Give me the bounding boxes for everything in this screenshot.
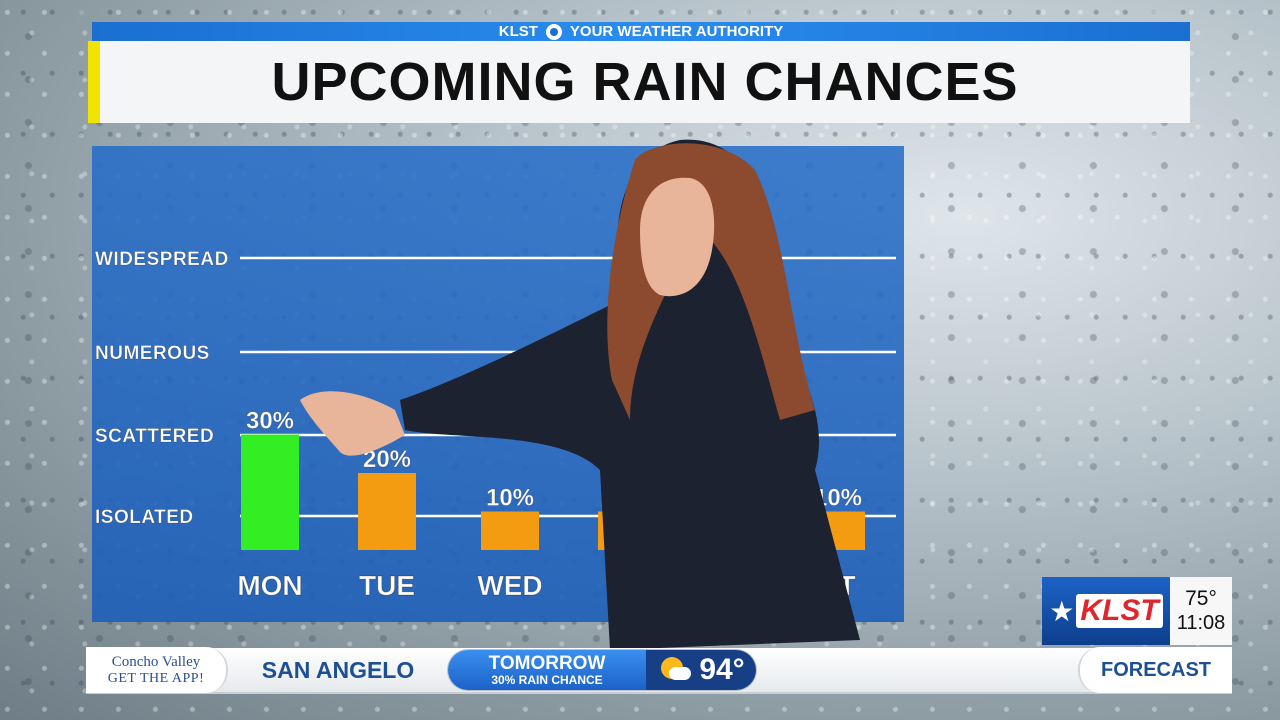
tomorrow-forecast: TOMORROW 30% RAIN CHANCE 94° bbox=[448, 650, 756, 690]
app-cta: GET THE APP! bbox=[107, 670, 205, 686]
station-banner: KLST YOUR WEATHER AUTHORITY bbox=[92, 22, 1190, 41]
bar-mon bbox=[241, 434, 299, 550]
y-label-scattered: SCATTERED bbox=[95, 426, 214, 447]
day-label-thu: TH bbox=[608, 570, 645, 601]
app-brand: Concho Valley bbox=[111, 654, 201, 671]
value-label-sat: 10% bbox=[814, 485, 862, 512]
station-logo-text: KLST bbox=[1076, 594, 1163, 628]
temp-time-bug: 75° 11:08 bbox=[1170, 577, 1232, 645]
tomorrow-text: TOMORROW 30% RAIN CHANCE bbox=[448, 650, 646, 690]
partly-sunny-icon bbox=[657, 655, 693, 685]
tomorrow-rain-chance: 30% RAIN CHANCE bbox=[491, 672, 603, 687]
title-bar: UPCOMING RAIN CHANCES bbox=[88, 41, 1190, 123]
bar-tue bbox=[358, 473, 416, 550]
tomorrow-temp-box: 94° bbox=[646, 650, 756, 690]
current-time: 11:08 bbox=[1176, 611, 1226, 634]
y-label-numerous: NUMEROUS bbox=[95, 343, 210, 364]
day-label-tue: TUE bbox=[359, 570, 415, 601]
bar-sat bbox=[811, 511, 865, 550]
bar-wed bbox=[481, 511, 539, 550]
app-promo[interactable]: Concho Valley GET THE APP! bbox=[86, 647, 228, 693]
day-label-mon: MON bbox=[237, 570, 302, 601]
value-label-tue: 20% bbox=[363, 446, 411, 473]
tomorrow-label: TOMORROW bbox=[488, 652, 606, 674]
value-label-mon: 30% bbox=[246, 408, 294, 435]
cbs-eye-icon bbox=[545, 23, 562, 40]
day-label-sat: AT bbox=[820, 570, 855, 601]
station-name: KLST bbox=[498, 23, 538, 40]
value-label-thu: 10% bbox=[603, 485, 651, 512]
star-icon: ★ bbox=[1049, 594, 1075, 628]
value-label-wed: 10% bbox=[486, 485, 534, 512]
current-temp: 75° bbox=[1185, 587, 1217, 611]
y-label-widespread: WIDESPREAD bbox=[95, 249, 229, 270]
station-slogan: YOUR WEATHER AUTHORITY bbox=[569, 23, 784, 40]
city-label: SAN ANGELO bbox=[261, 656, 415, 683]
bottom-ticker: Concho Valley GET THE APP! SAN ANGELO TO… bbox=[86, 647, 1232, 694]
tomorrow-temp: 94° bbox=[699, 653, 745, 686]
y-label-isolated: ISOLATED bbox=[95, 507, 194, 528]
day-label-wed: WED bbox=[477, 570, 542, 601]
station-logo: ★ KLST bbox=[1042, 577, 1170, 645]
chart-svg: WIDESPREAD NUMEROUS SCATTERED ISOLATED 30% 20… bbox=[95, 249, 896, 601]
bar-thu bbox=[598, 511, 656, 550]
rain-chance-chart: WIDESPREAD NUMEROUS SCATTERED ISOLATED 30% 20… bbox=[92, 146, 904, 622]
forecast-label: FORECAST bbox=[1078, 647, 1232, 693]
page-title: UPCOMING RAIN CHANCES bbox=[271, 52, 1019, 112]
